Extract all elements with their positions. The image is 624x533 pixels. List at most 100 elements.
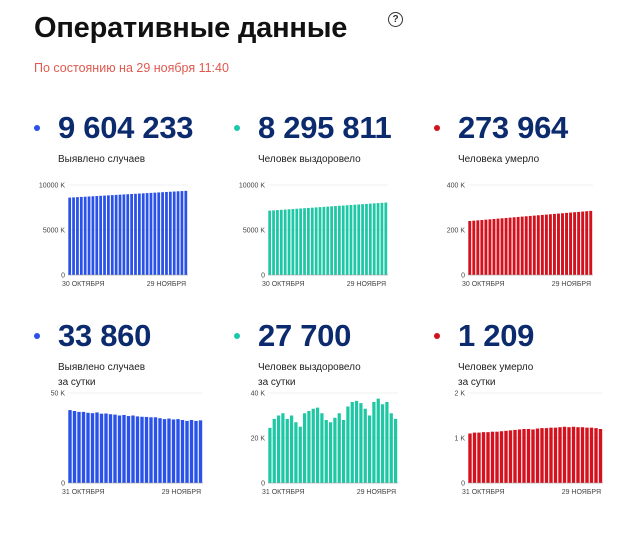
y-tick-label: 0 — [461, 481, 465, 488]
bar — [486, 432, 490, 483]
x-end-label: 29 НОЯБРЯ — [562, 489, 601, 496]
bar — [376, 203, 380, 275]
bar — [468, 433, 472, 483]
bar — [114, 194, 118, 275]
x-start-label: 31 ОКТЯБРЯ — [262, 489, 305, 496]
bar — [528, 215, 532, 275]
bar — [380, 404, 385, 483]
bar — [86, 412, 90, 483]
bar — [107, 195, 110, 275]
bar — [513, 429, 517, 483]
bar — [87, 196, 91, 275]
x-end-label: 29 НОЯБРЯ — [552, 281, 591, 288]
bar — [552, 213, 556, 275]
bar-chart: 400 K 200 K 030 ОКТЯБРЯ 29 НОЯБРЯ — [447, 183, 593, 288]
bar — [268, 427, 272, 483]
bar — [162, 419, 167, 483]
bar — [161, 192, 164, 275]
series-dot-icon — [34, 125, 40, 131]
bar — [289, 415, 294, 483]
bar — [189, 420, 194, 483]
bar — [353, 204, 357, 275]
y-tick-label: 1 K — [454, 436, 465, 443]
bar — [468, 221, 472, 275]
bar — [359, 403, 363, 483]
bar — [158, 418, 162, 483]
bar — [141, 193, 145, 275]
bar — [72, 197, 75, 275]
bar — [307, 411, 311, 483]
bar — [516, 216, 520, 275]
bar — [299, 208, 303, 275]
bar — [117, 415, 122, 483]
stat-value: 1 209 — [458, 318, 535, 353]
bar — [90, 413, 95, 483]
bar — [81, 411, 86, 483]
x-end-label: 29 НОЯБРЯ — [347, 281, 386, 288]
bar — [180, 420, 185, 483]
bar-chart: 50 K 031 ОКТЯБРЯ 29 НОЯБРЯ — [51, 391, 203, 496]
bar — [526, 429, 531, 483]
bar — [272, 418, 276, 483]
bar — [95, 412, 99, 483]
x-end-label: 29 НОЯБРЯ — [147, 281, 186, 288]
bar — [484, 219, 488, 275]
bar — [99, 413, 104, 483]
bar — [291, 209, 295, 275]
stat-label-line: Человек выздоровело — [258, 154, 361, 165]
bar — [68, 410, 72, 483]
bar — [328, 422, 333, 483]
bar — [598, 429, 603, 483]
bar — [544, 428, 549, 483]
bar — [524, 216, 528, 275]
x-start-label: 30 ОКТЯБРЯ — [262, 281, 305, 288]
bar — [194, 420, 198, 483]
bar — [126, 194, 130, 275]
bar — [569, 212, 573, 275]
bar — [548, 214, 552, 275]
bar — [385, 402, 389, 483]
stat-label-line: за сутки — [458, 377, 496, 388]
bar — [368, 203, 372, 275]
bar — [83, 196, 87, 275]
bar — [549, 427, 553, 483]
y-tick-label: 400 K — [447, 183, 466, 190]
y-tick-label: 2 K — [454, 391, 465, 398]
bar — [589, 210, 593, 275]
stat-label-line: Человек выздоровело — [258, 362, 361, 373]
bar — [576, 427, 580, 483]
help-icon[interactable]: ? — [388, 12, 403, 27]
stat-value: 9 604 233 — [58, 110, 194, 145]
y-tick-label: 0 — [261, 481, 265, 488]
y-tick-label: 0 — [261, 273, 265, 280]
bar — [172, 191, 176, 275]
bar — [333, 417, 337, 483]
stat-label-line: за сутки — [258, 377, 296, 388]
bar — [345, 205, 349, 275]
bar — [79, 196, 83, 275]
bar — [508, 217, 512, 275]
x-start-label: 30 ОКТЯБРЯ — [462, 281, 505, 288]
bar — [198, 420, 203, 483]
y-tick-label: 10000 K — [239, 183, 265, 190]
y-tick-label: 40 K — [251, 391, 266, 398]
y-tick-label: 5000 K — [43, 228, 66, 235]
bar — [330, 206, 334, 275]
bar — [567, 427, 571, 483]
bar — [307, 207, 310, 275]
stat-label: Выявлено случаев — [58, 152, 145, 167]
bar — [492, 218, 496, 275]
bar — [589, 427, 594, 483]
bar — [393, 418, 398, 483]
y-tick-label: 200 K — [447, 228, 466, 235]
bar-chart: 10000 K 5000 K 030 ОКТЯБРЯ 29 НОЯБРЯ — [239, 183, 388, 288]
bar — [320, 413, 324, 483]
bar — [68, 197, 72, 275]
stat-value: 8 295 811 — [258, 110, 392, 145]
bar — [303, 208, 306, 275]
bar — [171, 419, 176, 483]
bar — [326, 206, 330, 275]
stat-label: Человек выздоровело — [258, 152, 361, 167]
bar — [185, 420, 189, 483]
y-tick-label: 20 K — [251, 436, 266, 443]
